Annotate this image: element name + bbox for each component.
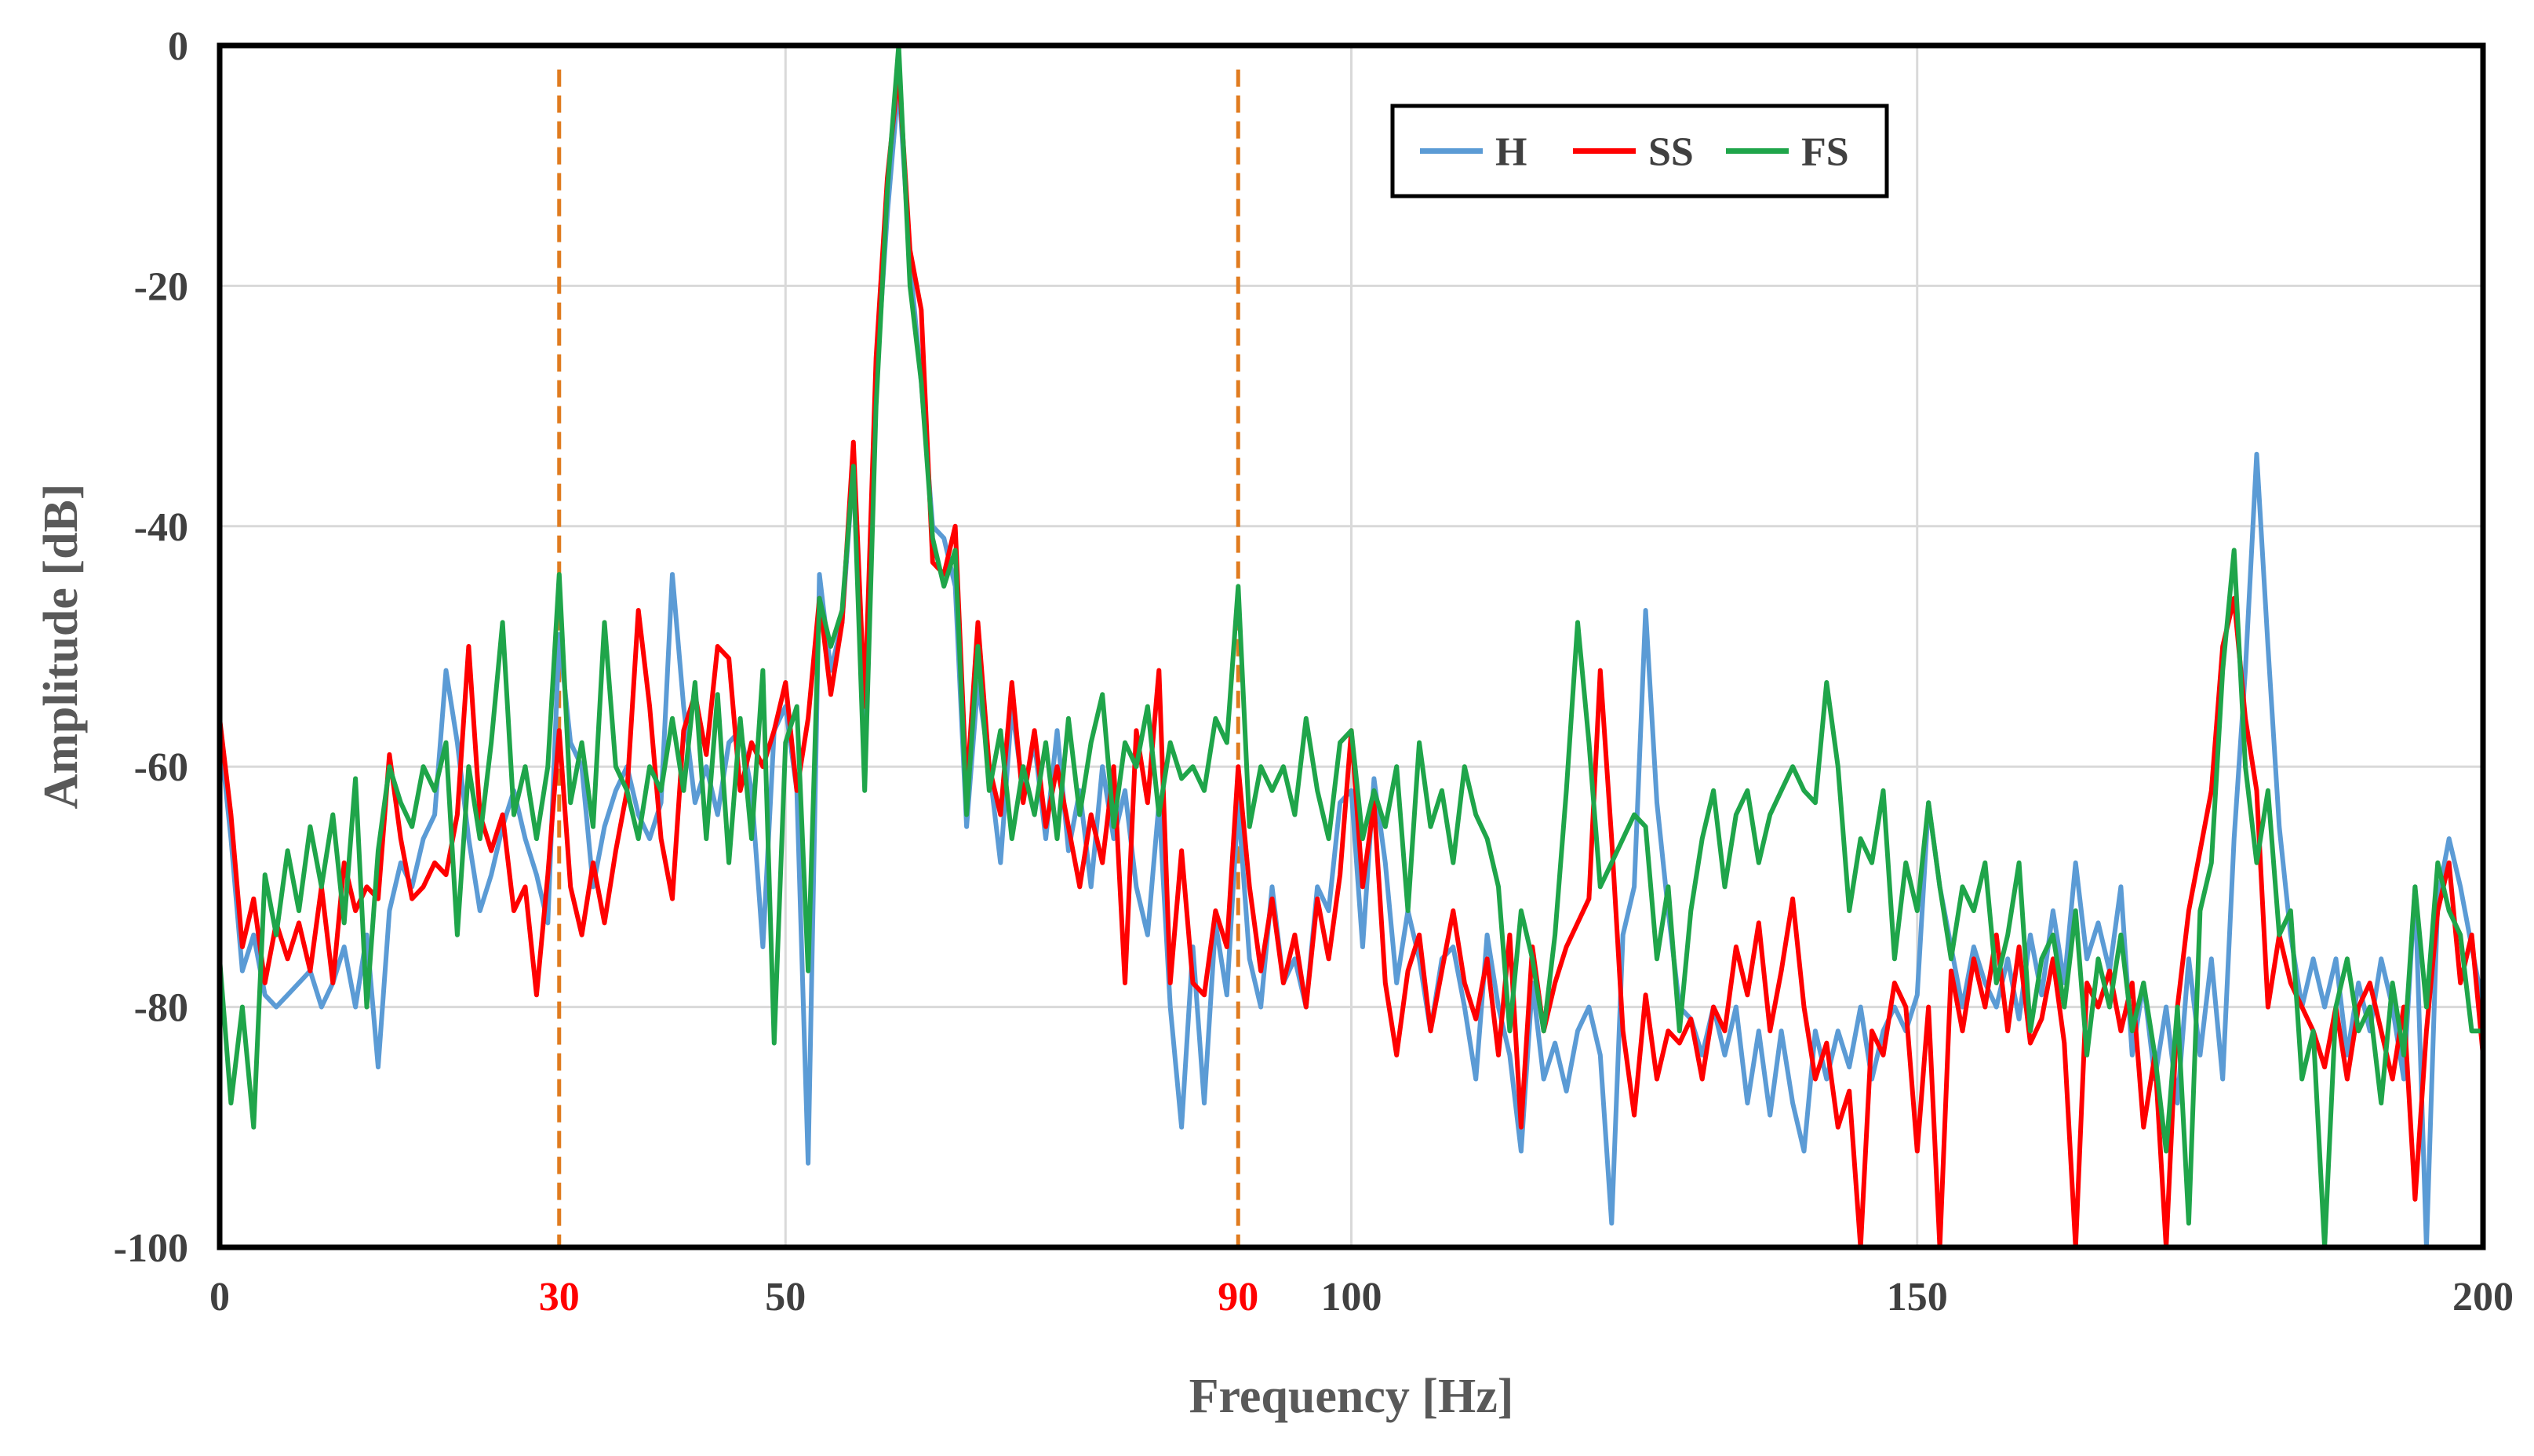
y-tick-label: -100 [114, 1226, 188, 1271]
legend: H SS FS [1390, 104, 1889, 198]
tick-layer: 0 50 100 150 200 0 -20 -40 -60 -80 -100 30 90 [114, 24, 2514, 1320]
x-tick-label: 50 [765, 1275, 806, 1320]
legend-label-h: H [1495, 130, 1527, 175]
marker-label-90: 90 [1218, 1275, 1258, 1320]
series-line-h [217, 79, 2485, 1250]
marker-layer [557, 69, 1240, 1247]
series-layer [217, 43, 2485, 1250]
x-tick-label: 0 [209, 1275, 230, 1320]
x-axis-title: Frequency [Hz] [1189, 1370, 1514, 1423]
y-tick-label: -60 [134, 745, 188, 790]
x-tick-label: 100 [1321, 1275, 1382, 1320]
legend-label-ss: SS [1648, 130, 1694, 175]
x-tick-label: 150 [1887, 1275, 1948, 1320]
x-tick-label: 200 [2452, 1275, 2514, 1320]
y-tick-label: -20 [134, 264, 188, 309]
marker-label-30: 30 [539, 1275, 580, 1320]
y-tick-label: -40 [134, 505, 188, 550]
legend-label-fs: FS [1801, 130, 1849, 175]
plot-frame [217, 42, 2486, 1250]
y-tick-label: -80 [134, 986, 188, 1031]
series-line-fs [217, 43, 2485, 1250]
y-axis-title: Amplitude [dB] [35, 483, 88, 809]
y-tick-label: 0 [168, 24, 188, 69]
